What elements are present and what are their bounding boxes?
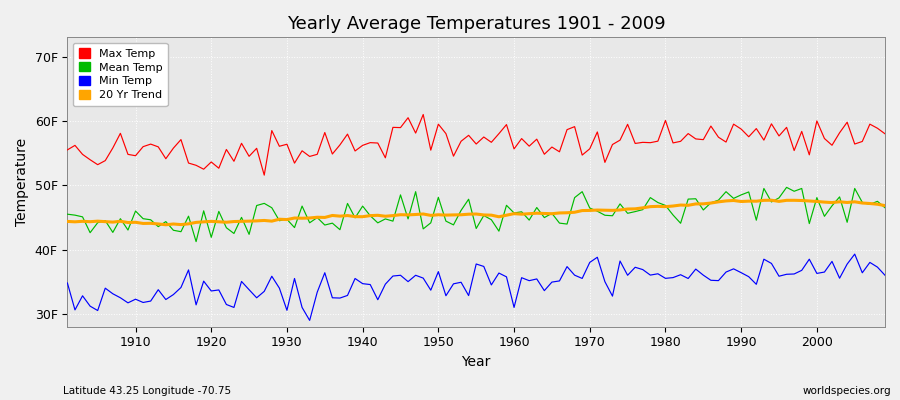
X-axis label: Year: Year [462,355,490,369]
Text: worldspecies.org: worldspecies.org [803,386,891,396]
Y-axis label: Temperature: Temperature [15,138,29,226]
Legend: Max Temp, Mean Temp, Min Temp, 20 Yr Trend: Max Temp, Mean Temp, Min Temp, 20 Yr Tre… [73,43,167,106]
Title: Yearly Average Temperatures 1901 - 2009: Yearly Average Temperatures 1901 - 2009 [287,15,665,33]
Text: Latitude 43.25 Longitude -70.75: Latitude 43.25 Longitude -70.75 [63,386,231,396]
